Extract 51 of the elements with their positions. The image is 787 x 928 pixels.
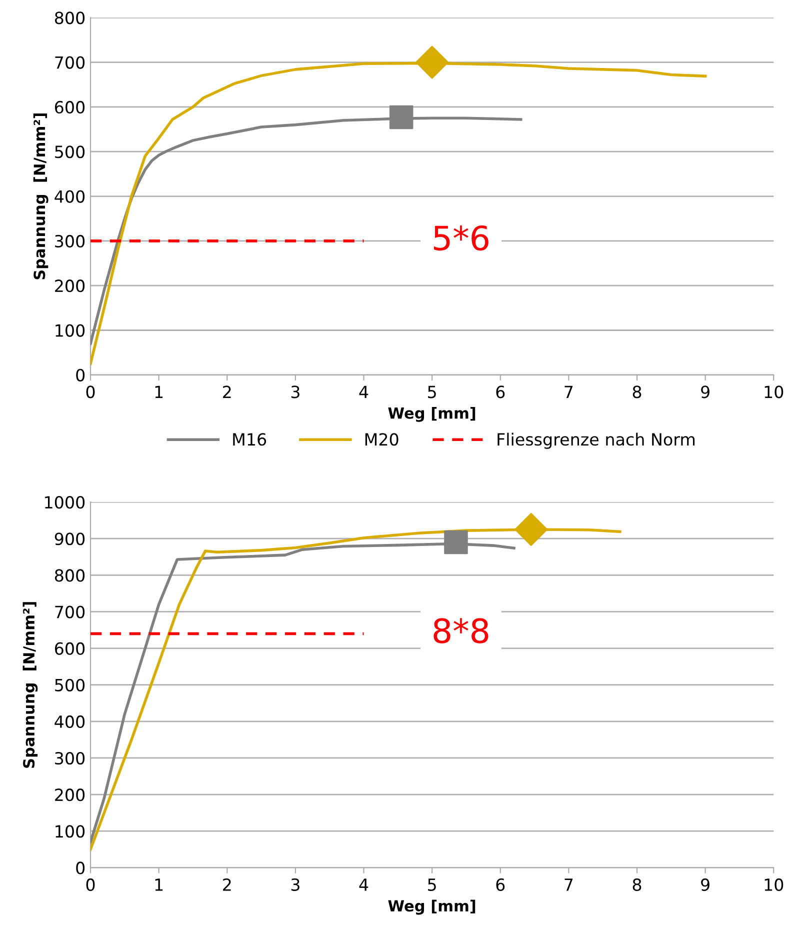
y-tick-label: 600 — [54, 100, 85, 114]
y-tick-label: 400 — [54, 715, 85, 728]
x-tick-label: 9 — [701, 386, 710, 398]
x-tick-label: 1 — [155, 878, 163, 891]
x-axis-title: Weg [mm] — [388, 900, 476, 915]
annotation: 5*6 — [434, 225, 488, 251]
x-tick-label: 7 — [564, 386, 573, 398]
y-axis-title: Spannung [N/mm²] — [22, 602, 38, 768]
x-tick-label: 3 — [291, 386, 300, 398]
x-tick-label: 4 — [359, 878, 368, 891]
x-tick-label: 5 — [428, 386, 436, 398]
y-tick-label: 100 — [56, 324, 85, 337]
x-tick-label: 5 — [428, 878, 436, 891]
y-tick-label: 900 — [54, 532, 85, 546]
legend-label: Fliessgrenze nach Norm — [498, 432, 695, 449]
y-tick-label: 200 — [55, 280, 85, 292]
y-tick-label: 600 — [54, 642, 85, 655]
x-tick-label: 1 — [155, 386, 163, 398]
x-tick-label: 2 — [223, 878, 231, 891]
annotation: 8*8 — [434, 618, 488, 644]
x-tick-label: 4 — [359, 386, 368, 398]
x-tick-label: 8 — [632, 878, 642, 891]
x-tick-label: 7 — [564, 878, 573, 891]
y-tick-label: 400 — [54, 190, 85, 203]
x-tick-label: 2 — [223, 386, 231, 398]
x-tick-label: 9 — [701, 878, 710, 891]
y-tick-label: 300 — [55, 752, 85, 765]
x-tick-label: 6 — [496, 386, 505, 398]
legend-label: M20 — [365, 433, 398, 446]
y-tick-label: 300 — [55, 234, 85, 248]
y-tick-label: 700 — [55, 56, 85, 69]
x-tick-label: 10 — [764, 878, 784, 891]
y-tick-label: 800 — [54, 569, 85, 582]
x-tick-label: 0 — [86, 386, 95, 398]
y-tick-label: 500 — [55, 678, 85, 692]
y-tick-label: 800 — [54, 12, 85, 24]
x-tick-label: 0 — [86, 878, 95, 891]
y-tick-label: 200 — [55, 788, 85, 802]
x-tick-label: 10 — [764, 386, 784, 398]
y-tick-label: 0 — [76, 862, 85, 874]
y-axis-title: Spannung [N/mm²] — [33, 113, 48, 280]
y-tick-label: 700 — [55, 606, 85, 618]
y-tick-label: 100 — [56, 825, 85, 838]
legend-label: M16 — [233, 433, 266, 446]
x-tick-label: 3 — [291, 878, 300, 891]
x-tick-label: 8 — [632, 386, 642, 398]
y-tick-label: 500 — [55, 146, 85, 158]
y-tick-label: 0 — [76, 368, 85, 382]
x-tick-label: 6 — [496, 878, 505, 891]
y-tick-label: 1000 — [45, 496, 85, 509]
x-axis-title: Weg [mm] — [388, 407, 476, 422]
